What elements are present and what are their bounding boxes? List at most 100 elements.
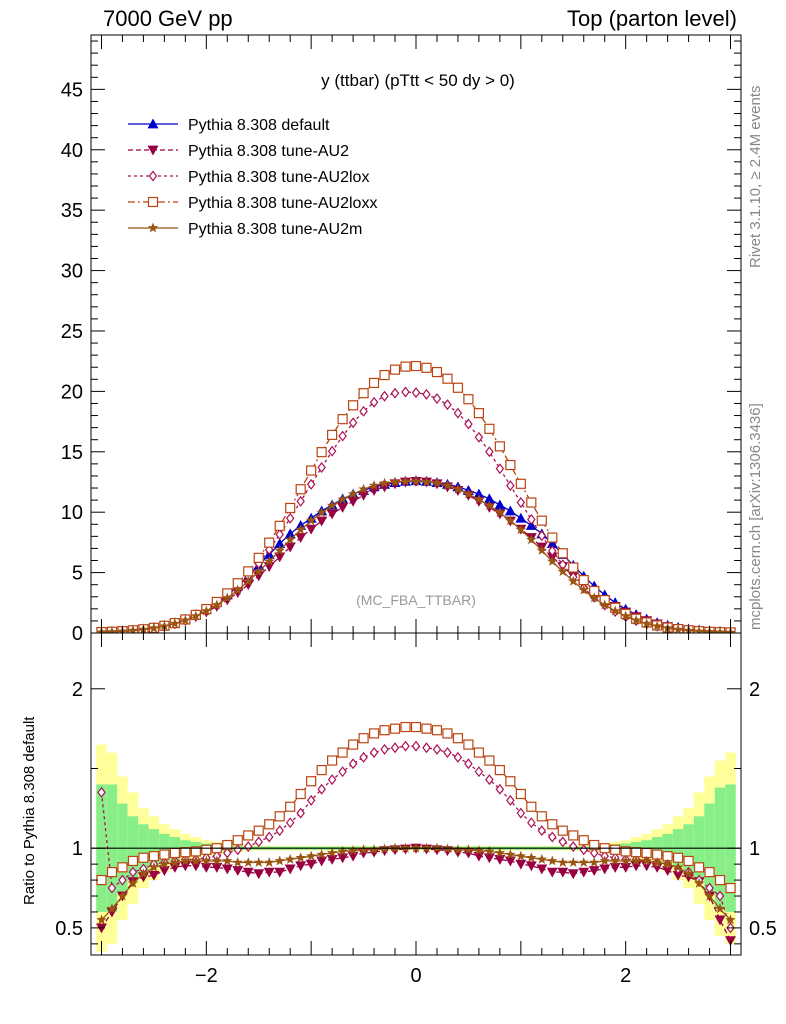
ratio-point-au2m <box>159 858 170 869</box>
ratio-point-au2loxx <box>568 830 579 841</box>
ratio-point-au2lox <box>254 836 264 848</box>
legend-marker-au2m <box>147 222 159 233</box>
ratio-point-au2lox <box>275 825 284 837</box>
ratio-point-au2m <box>337 845 348 856</box>
ratio-point-au2 <box>221 864 233 875</box>
ratio-point-au2 <box>148 870 160 881</box>
ratio-point-au2 <box>504 856 516 867</box>
ratio-x-tick-label: 2 <box>620 965 631 987</box>
main-point-au2loxx <box>327 429 338 440</box>
ratio-point-au2lox <box>327 774 337 786</box>
ratio-point-au2m <box>693 877 705 888</box>
ratio-point-au2m <box>672 861 684 872</box>
ratio-point-au2 <box>158 866 170 877</box>
ratio-point-au2lox <box>537 825 547 837</box>
main-point-au2m <box>368 480 380 491</box>
main-point-au2lox <box>275 529 284 541</box>
ratio-point-au2 <box>232 866 244 877</box>
ratio-point-au2lox <box>506 794 515 806</box>
legend-label: Pythia 8.308 tune-AU2loxx <box>188 195 377 212</box>
main-point-au2loxx <box>421 362 432 373</box>
main-point-au2m <box>201 605 212 616</box>
ratio-point-au2lox <box>128 866 138 878</box>
ratio-point-au2m <box>264 857 275 867</box>
main-point-au2lox <box>401 386 410 398</box>
legend-label: Pythia 8.308 default <box>188 117 330 134</box>
main-point-au2lox <box>485 446 494 458</box>
main-point-au2m <box>494 507 506 517</box>
main-point-au2loxx <box>557 548 568 559</box>
ratio-point-au2lox <box>359 751 368 763</box>
main-point-default <box>504 505 516 516</box>
ratio-point-au2 <box>263 867 275 878</box>
ratio-point-au2m <box>599 855 610 866</box>
ratio-point-au2lox <box>422 742 431 754</box>
main-point-au2lox <box>422 388 431 400</box>
ratio-point-au2m <box>547 855 558 866</box>
ratio-point-au2 <box>714 915 726 926</box>
ratio-point-au2lox <box>348 758 358 770</box>
ratio-point-au2lox <box>558 836 568 848</box>
main-y-tick-label: 0 <box>72 623 83 645</box>
ratio-point-au2lox <box>369 747 379 759</box>
ratio-point-au2 <box>609 862 621 873</box>
ratio-point-au2lox <box>401 740 410 752</box>
main-point-au2loxx <box>389 364 401 375</box>
main-point-au2 <box>295 533 307 544</box>
ratio-point-au2loxx <box>148 851 160 862</box>
main-point-au2m <box>106 626 118 633</box>
main-point-au2lox <box>411 387 421 399</box>
ratio-point-au2lox <box>118 874 127 886</box>
main-point-au2loxx <box>484 423 495 434</box>
main-point-au2 <box>242 580 254 591</box>
ratio-point-au2lox <box>306 794 316 806</box>
main-point-au2m <box>295 524 306 535</box>
ratio-point-au2m <box>274 855 285 866</box>
legend-marker-au2loxx <box>147 196 159 208</box>
main-point-au2lox <box>453 407 463 419</box>
main-point-au2m <box>484 500 495 510</box>
main-point-default <box>494 499 506 510</box>
main-point-au2m <box>693 625 705 633</box>
ratio-point-au2lox <box>453 751 463 763</box>
main-point-au2loxx <box>568 562 579 573</box>
ratio-point-au2loxx <box>201 844 212 855</box>
ratio-point-au2m <box>620 855 631 866</box>
ratio-point-au2loxx <box>547 819 558 830</box>
ratio-point-au2lox <box>485 774 494 786</box>
ratio-point-au2lox <box>390 742 400 754</box>
ratio-point-au2lox <box>495 783 505 795</box>
ratio-point-au2loxx <box>442 728 453 739</box>
main-point-au2 <box>232 588 244 599</box>
main-point-au2loxx <box>547 532 558 543</box>
ratio-point-au2 <box>599 864 611 875</box>
main-point-au2lox <box>327 445 337 457</box>
main-y-tick-label: 30 <box>61 261 83 283</box>
main-point-au2loxx <box>515 478 526 489</box>
main-point-au2loxx <box>264 537 275 548</box>
main-point-au2loxx <box>347 400 359 411</box>
ratio-point-au2m <box>368 844 380 855</box>
ratio-point-au2loxx <box>725 882 736 894</box>
ratio-point-au2lox <box>107 882 117 894</box>
ratio-point-au2lox <box>432 743 442 755</box>
ratio-point-au2loxx <box>379 725 390 736</box>
ratio-point-au2m <box>326 847 338 858</box>
ratio-point-au2loxx <box>316 764 327 776</box>
main-point-au2m <box>222 592 233 603</box>
ratio-point-au2m <box>148 861 160 872</box>
ratio-point-au2lox <box>464 758 473 770</box>
main-point-au2m <box>568 575 579 586</box>
main-point-au2m <box>305 515 317 526</box>
main-point-au2loxx <box>442 373 453 384</box>
ratio-point-au2lox <box>474 766 484 778</box>
main-point-au2loxx <box>536 515 547 526</box>
main-point-au2m <box>389 476 401 487</box>
ratio-y-tick-label-left: 0.5 <box>55 918 83 940</box>
ratio-point-au2 <box>462 848 474 859</box>
ratio-point-au2 <box>137 872 149 883</box>
main-line-default <box>101 480 731 633</box>
main-point-au2loxx <box>400 361 411 372</box>
ratio-y-tick-label-right: 2 <box>749 679 760 701</box>
